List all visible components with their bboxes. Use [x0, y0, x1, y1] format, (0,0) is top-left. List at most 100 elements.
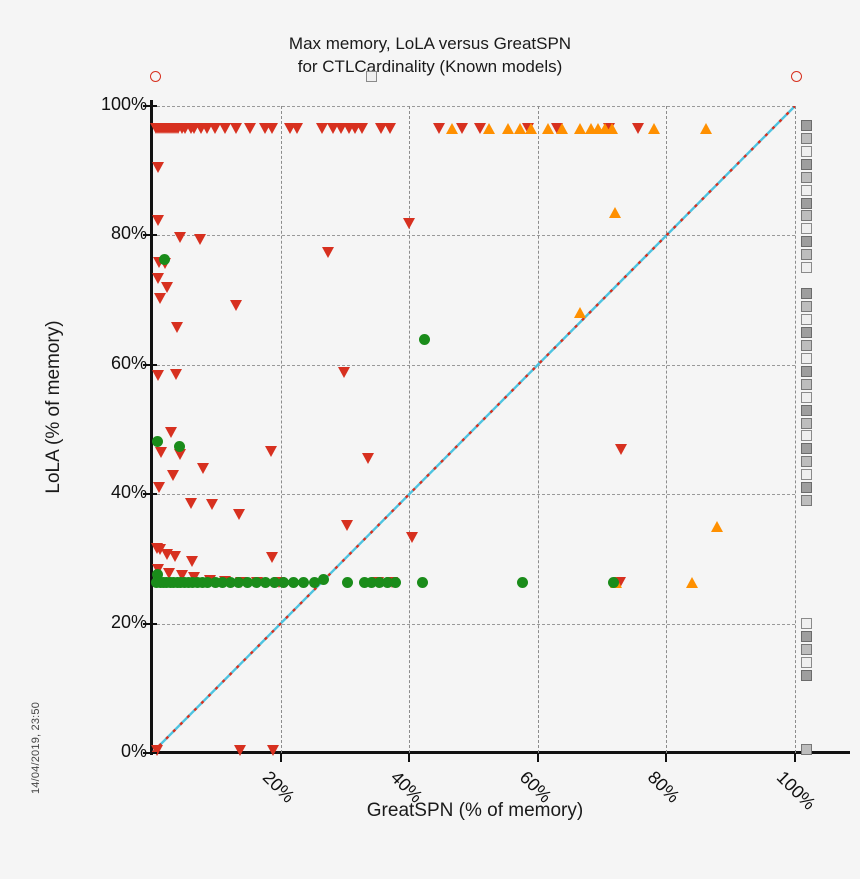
marker-triangle-down [455, 123, 468, 135]
marker-triangle-down [162, 123, 175, 135]
marker-circle [358, 576, 370, 588]
marker-circle [224, 577, 236, 589]
marker-circle [341, 577, 353, 589]
marker-triangle-down [151, 215, 164, 227]
y-axis-tick [143, 493, 157, 496]
marker-triangle-down [169, 123, 182, 135]
marker-triangle-down [185, 498, 198, 510]
marker-triangle-down [164, 123, 176, 135]
marker-triangle-down [315, 123, 328, 135]
marker-square [801, 643, 813, 655]
marker-square [801, 378, 813, 390]
marker-triangle-down [355, 123, 368, 135]
y-axis-tick-label: 60% [110, 352, 147, 373]
marker-triangle-down [203, 575, 216, 587]
marker-triangle-down [171, 123, 184, 135]
marker-triangle-up [556, 123, 569, 135]
marker-triangle-down [473, 123, 486, 135]
marker-circle [516, 577, 528, 589]
marker-triangle-down [551, 123, 564, 135]
marker-circle [174, 441, 186, 453]
marker-circle [217, 577, 229, 589]
marker-triangle-down [188, 571, 201, 583]
marker-square [801, 262, 813, 274]
marker-circle [233, 577, 245, 589]
marker-circle [164, 577, 176, 589]
marker-triangle-down [243, 123, 256, 135]
marker-triangle-up [610, 577, 623, 589]
marker-square [801, 236, 813, 248]
marker-triangle-down [175, 123, 188, 135]
marker-triangle-down [155, 446, 167, 458]
marker-triangle-down [321, 246, 334, 258]
marker-triangle-down [154, 123, 167, 135]
marker-square [801, 391, 813, 403]
gridline-vertical [409, 106, 411, 753]
marker-circle [171, 577, 183, 589]
marker-square [801, 119, 813, 131]
y-axis-tick [143, 622, 157, 625]
marker-circle [154, 577, 166, 589]
x-axis-tick [279, 753, 282, 762]
marker-triangle-down [164, 427, 177, 439]
marker-triangle-down [152, 272, 165, 284]
marker-triangle-up [700, 123, 713, 135]
y-axis-tick-label: 100% [100, 94, 147, 114]
marker-circle [161, 577, 173, 589]
marker-circle [268, 577, 280, 589]
marker-triangle-down [273, 577, 286, 589]
marker-triangle-down [362, 453, 375, 465]
marker-triangle-up [584, 123, 597, 135]
marker-circle [259, 577, 271, 589]
marker-square [801, 352, 813, 364]
marker-square [801, 171, 813, 183]
marker-triangle-up [525, 123, 538, 135]
marker-circle [152, 436, 164, 448]
diagonal-reference-line [152, 106, 795, 753]
marker-square [801, 744, 813, 756]
marker-triangle-down [197, 462, 210, 474]
marker-triangle-down [219, 123, 232, 135]
marker-square [801, 184, 813, 196]
gridline-horizontal [152, 364, 795, 366]
marker-triangle-up [605, 123, 618, 135]
marker-triangle-down [335, 123, 348, 135]
x-axis-tick [665, 753, 668, 762]
marker-triangle-down [171, 322, 184, 334]
marker-circle [298, 577, 310, 589]
marker-triangle-up [608, 206, 621, 218]
marker-circle [287, 577, 299, 589]
marker-triangle-up [598, 123, 611, 135]
marker-triangle-down [229, 299, 242, 311]
gridline-horizontal [152, 106, 795, 107]
marker-triangle-down [158, 123, 171, 135]
gridline-vertical [666, 106, 668, 753]
marker-triangle-down [185, 555, 198, 567]
marker-triangle-up [592, 123, 605, 135]
marker-triangle-down [234, 576, 247, 588]
marker-circle [152, 568, 164, 580]
marker-square [801, 339, 813, 351]
y-axis-tick-label: 0% [120, 741, 147, 761]
marker-triangle-down [166, 469, 179, 481]
gridline-vertical [795, 106, 796, 753]
marker-triangle-down [152, 563, 165, 575]
marker-triangle-down [349, 123, 362, 135]
marker-triangle-down [160, 281, 173, 293]
marker-triangle-down [337, 367, 350, 379]
marker-square [801, 158, 813, 170]
marker-square [801, 495, 813, 507]
y-axis-tick [143, 105, 157, 107]
marker-square [801, 132, 813, 144]
gridline-vertical [280, 106, 282, 753]
marker-triangle-up [513, 123, 526, 135]
marker-triangle-down [374, 123, 387, 135]
marker-triangle-up [446, 123, 459, 135]
marker-triangle-down [341, 519, 354, 531]
marker-square [801, 145, 813, 157]
marker-triangle-down [327, 123, 340, 135]
marker-triangle-down [152, 123, 165, 135]
marker-triangle-down [153, 293, 166, 305]
marker-circle [608, 577, 620, 589]
marker-circle [191, 577, 203, 589]
